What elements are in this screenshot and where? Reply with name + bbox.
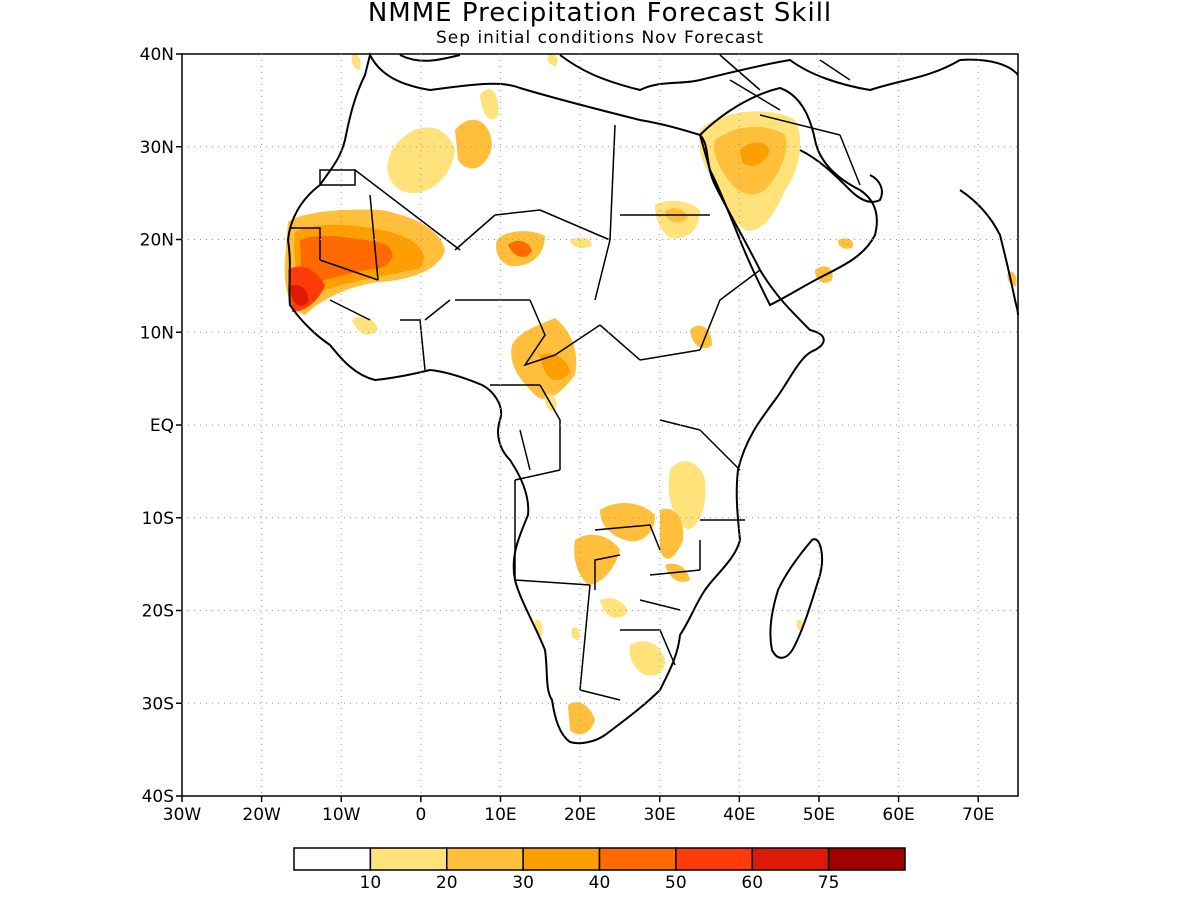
lon-tick-label: 60E: [882, 805, 914, 825]
lon-tick-label: 50E: [803, 805, 835, 825]
colorbar-label: 20: [436, 873, 458, 893]
colorbar-swatch: [369, 847, 448, 871]
lat-tick-label: 20S: [142, 602, 174, 622]
lat-tick-label: EQ: [150, 416, 174, 436]
colorbar: 10 20 30 40 50 60 75: [293, 847, 906, 893]
map-title: NMME Precipitation Forecast Skill: [367, 0, 833, 28]
lat-tick-label: 20N: [140, 231, 174, 251]
gridlines: [182, 54, 1018, 796]
lon-tick-label: 20E: [564, 805, 596, 825]
lat-tick-label: 10S: [142, 509, 174, 529]
colorbar-swatch: [675, 847, 753, 871]
colorbar-label: 10: [360, 873, 382, 893]
colorbar-swatch: [751, 847, 830, 871]
lat-tick-label: 40N: [140, 45, 174, 65]
colorbar-label: 30: [512, 873, 534, 893]
lon-tick-label: 40E: [723, 805, 755, 825]
lon-tick-label: 10E: [484, 805, 516, 825]
colorbar-swatch: [293, 847, 372, 871]
lon-tick-label: 30E: [644, 805, 676, 825]
lat-tick-label: 10N: [140, 323, 174, 343]
lon-tick-label: 30W: [163, 805, 202, 825]
map-subtitle: Sep initial conditions Nov Forecast: [436, 28, 764, 48]
colorbar-swatch: [598, 847, 677, 871]
lat-tick-label: 30S: [142, 694, 174, 714]
lat-tick-label: 30N: [140, 138, 174, 158]
colorbar-swatch: [446, 847, 524, 871]
lon-tick-label: 70E: [962, 805, 994, 825]
lon-axis-labels: 30W 20W 10W 0 10E 20E 30E 40E 50E 60E 70E: [163, 805, 995, 825]
colorbar-label: 50: [665, 873, 687, 893]
skill-shading: [284, 54, 1017, 735]
lon-tick-label: 10W: [322, 805, 361, 825]
colorbar-swatch: [827, 847, 906, 871]
map-frame: [181, 53, 1019, 797]
colorbar-label: 60: [741, 873, 763, 893]
lat-axis-labels: 40N 30N 20N 10N EQ 10S 20S 30S 40S: [140, 45, 174, 807]
colorbar-label: 40: [589, 873, 611, 893]
colorbar-label: 75: [818, 873, 840, 893]
coastline: [286, 52, 1019, 745]
lon-tick-label: 0: [415, 805, 426, 825]
lat-tick-label: 40S: [142, 787, 174, 807]
axis-ticks: [176, 53, 979, 802]
colorbar-swatch: [522, 847, 601, 871]
lon-tick-label: 20W: [242, 805, 281, 825]
